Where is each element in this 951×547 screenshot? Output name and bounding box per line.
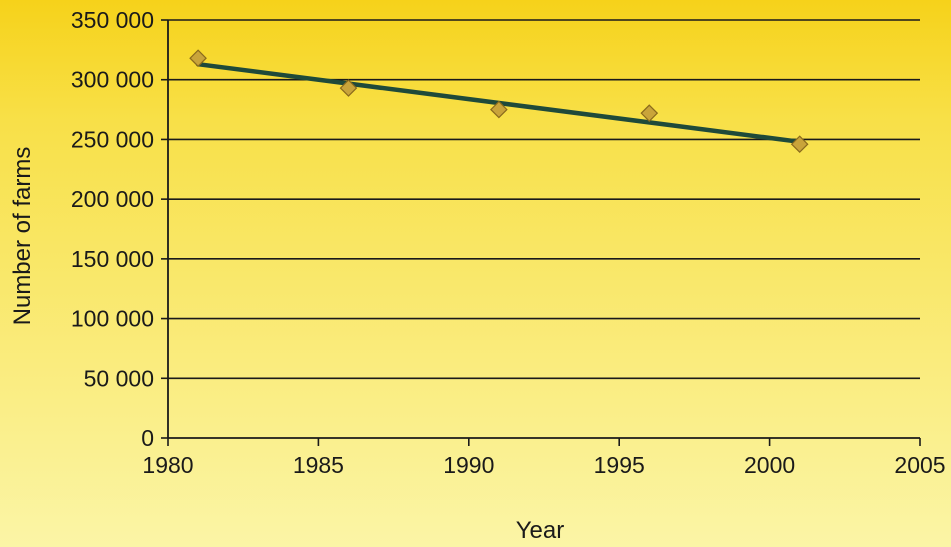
x-tick-label: 2000 xyxy=(744,452,795,478)
y-tick-label: 50 000 xyxy=(84,365,154,391)
y-tick-label: 250 000 xyxy=(71,126,154,152)
x-tick-label: 1990 xyxy=(443,452,494,478)
y-tick-label: 200 000 xyxy=(71,186,154,212)
y-tick-label: 150 000 xyxy=(71,246,154,272)
x-tick-label: 1995 xyxy=(594,452,645,478)
y-tick-label: 0 xyxy=(141,425,154,451)
y-tick-label: 350 000 xyxy=(71,7,154,33)
y-tick-label: 300 000 xyxy=(71,67,154,93)
x-tick-label: 1980 xyxy=(142,452,193,478)
x-tick-label: 2005 xyxy=(894,452,945,478)
y-axis-title: Number of farms xyxy=(9,147,36,326)
x-tick-label: 1985 xyxy=(293,452,344,478)
x-axis-title: Year xyxy=(516,517,565,544)
y-tick-label: 100 000 xyxy=(71,306,154,332)
